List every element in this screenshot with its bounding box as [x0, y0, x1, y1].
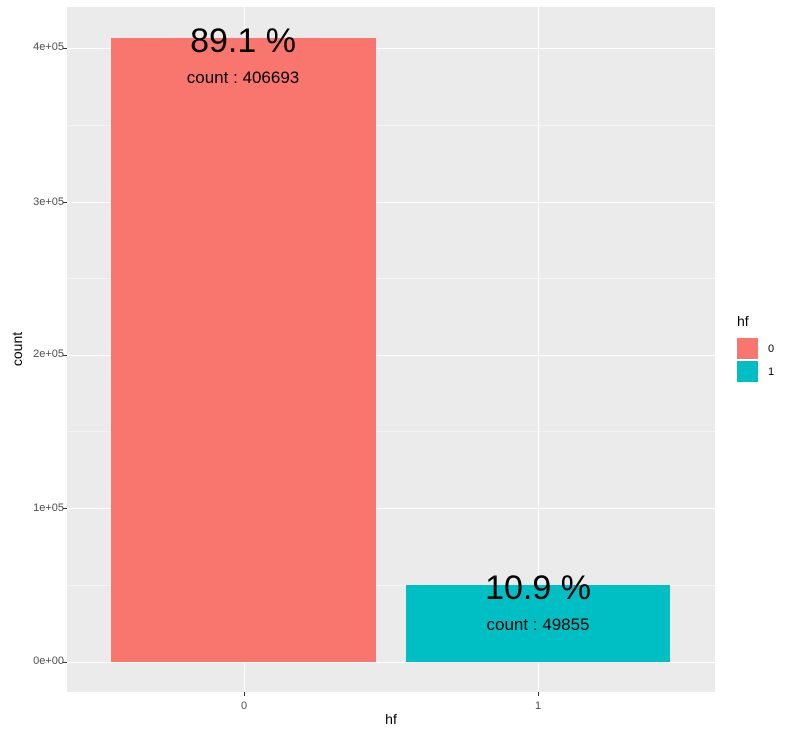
legend: hf 0 1: [737, 314, 774, 383]
major-gridline: [67, 662, 715, 663]
x-axis-title: hf: [385, 711, 397, 727]
legend-label: 0: [768, 342, 775, 355]
y-tick-mark: [63, 508, 67, 509]
y-tick-mark: [63, 48, 67, 49]
x-tick-label: 1: [534, 700, 542, 712]
legend-label: 1: [768, 365, 775, 378]
y-tick-label: 0e+00: [33, 655, 64, 667]
legend-item: 0: [737, 337, 774, 360]
y-axis-title: count: [9, 331, 25, 367]
legend-swatch: [737, 338, 758, 359]
legend-swatch: [737, 361, 758, 382]
x-tick-mark: [244, 692, 245, 696]
y-tick-mark: [63, 662, 67, 663]
minor-gridline: [67, 278, 715, 279]
y-tick-mark: [63, 202, 67, 203]
y-tick-label: 1e+05: [33, 502, 64, 514]
legend-title: hf: [737, 313, 749, 329]
minor-gridline: [67, 431, 715, 432]
legend-item: 1: [737, 360, 774, 383]
major-gridline: [67, 355, 715, 356]
bar-hf-1: [406, 585, 670, 662]
x-tick-label: 0: [240, 700, 248, 712]
x-gridline: [538, 7, 539, 692]
bar-percent-label: 89.1 %: [190, 22, 296, 60]
major-gridline: [67, 48, 715, 49]
y-tick-label: 2e+05: [33, 348, 64, 360]
bar-count-label: count : 49855: [486, 615, 590, 634]
y-tick-mark: [63, 355, 67, 356]
minor-gridline: [67, 585, 715, 586]
bar-hf-0: [111, 37, 376, 662]
major-gridline: [67, 508, 715, 509]
x-tick-mark: [538, 692, 539, 696]
y-tick-label: 3e+05: [33, 196, 64, 208]
plot-panel: [67, 7, 715, 692]
major-gridline: [67, 202, 715, 203]
bar-percent-label: 10.9 %: [485, 569, 591, 607]
y-tick-label: 4e+05: [33, 41, 64, 53]
bar-count-label: count : 406693: [186, 68, 300, 87]
minor-gridline: [67, 125, 715, 126]
